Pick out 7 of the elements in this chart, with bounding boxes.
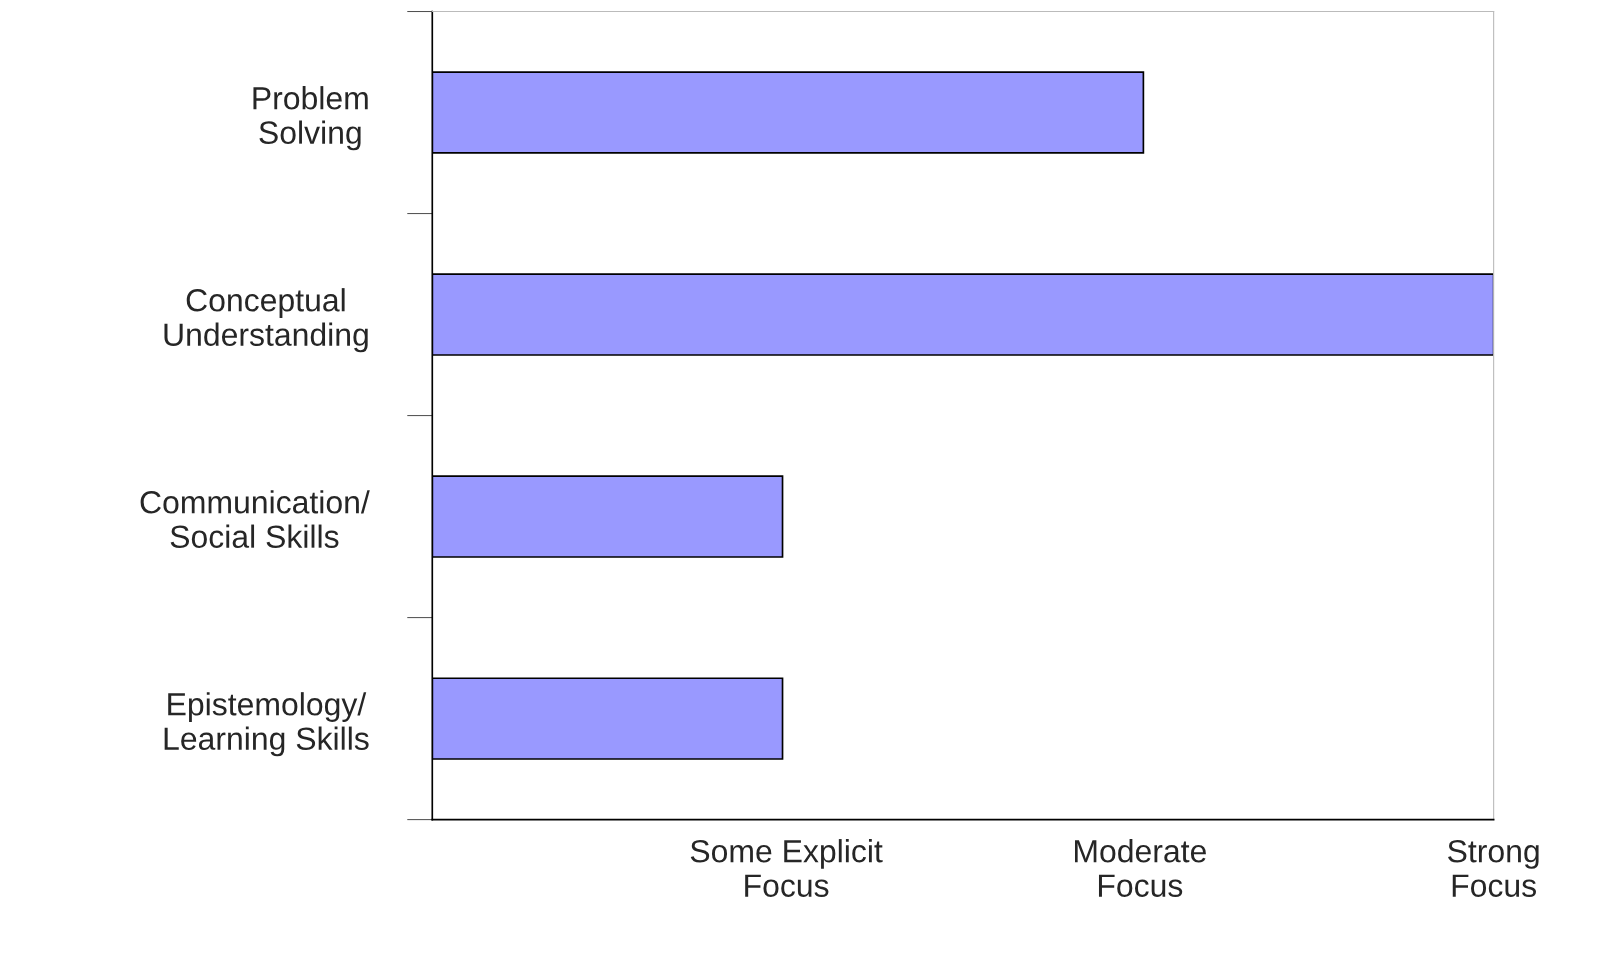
text: Strong Focus (1448, 839, 1539, 897)
y-tick-label: Conceptual Understanding (164, 288, 368, 353)
y-tick-label: Communication/ Social Skills (140, 490, 370, 548)
y-tick-label: Epistemology/ Learning Skills (164, 692, 369, 757)
text: Some Explicit Focus (690, 839, 883, 897)
text: Moderate Focus (1075, 839, 1206, 897)
y-tick-label: Problem Solving (253, 86, 368, 151)
